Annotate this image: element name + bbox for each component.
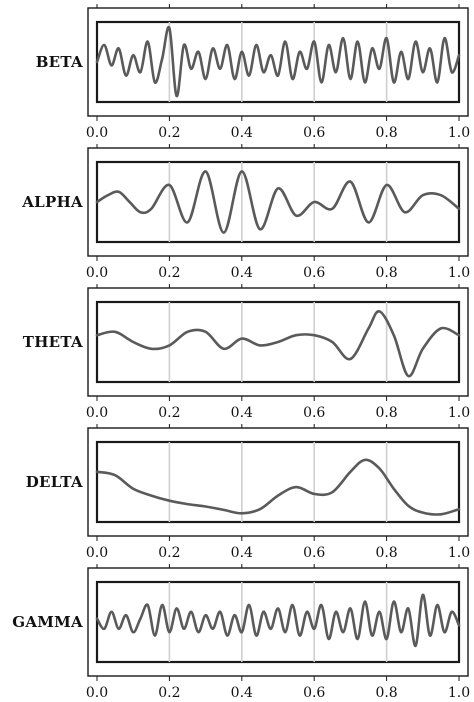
x-tick-label: 0.0 bbox=[86, 545, 108, 561]
panel-gamma: GAMMA 0.0 0.2 0.4 0.6 0.8 1.0 bbox=[12, 564, 470, 701]
panel-beta: BETA 0.0 0.2 0.4 0.6 0.8 1.0 bbox=[36, 4, 470, 141]
x-tick-label: 0.0 bbox=[86, 685, 108, 701]
panel-frame-outer bbox=[87, 7, 469, 117]
x-tick-label: 0.8 bbox=[375, 125, 397, 141]
x-tick-label: 0.4 bbox=[231, 405, 253, 421]
panel-frame-inner bbox=[95, 300, 461, 384]
x-tick-label: 1.0 bbox=[448, 405, 470, 421]
x-tick-label: 1.0 bbox=[448, 265, 470, 281]
x-tick-label: 0.4 bbox=[231, 265, 253, 281]
band-label-theta: THETA bbox=[23, 333, 83, 351]
x-tick-label: 0.0 bbox=[86, 405, 108, 421]
series-line-gamma bbox=[95, 593, 461, 648]
panel-frame-inner bbox=[95, 160, 461, 244]
band-label-alpha: ALPHA bbox=[21, 193, 83, 211]
panel-alpha: ALPHA 0.0 0.2 0.4 0.6 0.8 1.0 bbox=[21, 144, 470, 281]
panel-theta: THETA 0.0 0.2 0.4 0.6 0.8 1.0 bbox=[23, 284, 470, 421]
panel-frame-outer bbox=[87, 147, 469, 257]
x-tick-label: 0.8 bbox=[375, 545, 397, 561]
series-line-beta bbox=[95, 25, 461, 98]
x-tick-label: 0.4 bbox=[231, 125, 253, 141]
series-line-alpha bbox=[95, 170, 461, 234]
x-tick-label: 0.8 bbox=[375, 685, 397, 701]
x-tick-label: 0.2 bbox=[158, 405, 180, 421]
panel-frame-outer bbox=[87, 567, 469, 677]
x-tick-label: 0.0 bbox=[86, 125, 108, 141]
series-line-theta bbox=[95, 310, 461, 378]
band-label-gamma: GAMMA bbox=[12, 613, 83, 631]
x-tick-label: 0.0 bbox=[86, 265, 108, 281]
x-tick-label: 1.0 bbox=[448, 125, 470, 141]
panel-frame-outer bbox=[87, 287, 469, 397]
band-label-beta: BETA bbox=[36, 53, 83, 71]
panel-delta: DELTA 0.0 0.2 0.4 0.6 0.8 1.0 bbox=[26, 424, 470, 561]
x-tick-label: 0.6 bbox=[303, 545, 325, 561]
panel-frame-outer bbox=[87, 427, 469, 537]
series-line-delta bbox=[95, 458, 461, 516]
x-tick-label: 0.6 bbox=[303, 685, 325, 701]
x-tick-label: 0.6 bbox=[303, 265, 325, 281]
x-tick-label: 0.8 bbox=[375, 405, 397, 421]
x-tick-label: 0.4 bbox=[231, 685, 253, 701]
x-tick-label: 1.0 bbox=[448, 545, 470, 561]
x-tick-label: 1.0 bbox=[448, 685, 470, 701]
x-tick-label: 0.2 bbox=[158, 685, 180, 701]
band-label-delta: DELTA bbox=[26, 473, 83, 491]
x-tick-label: 0.2 bbox=[158, 545, 180, 561]
panel-frame-inner bbox=[95, 440, 461, 524]
x-tick-label: 0.8 bbox=[375, 265, 397, 281]
x-tick-label: 0.2 bbox=[158, 265, 180, 281]
x-tick-label: 0.6 bbox=[303, 125, 325, 141]
x-tick-label: 0.4 bbox=[231, 545, 253, 561]
x-tick-label: 0.6 bbox=[303, 405, 325, 421]
x-tick-label: 0.2 bbox=[158, 125, 180, 141]
